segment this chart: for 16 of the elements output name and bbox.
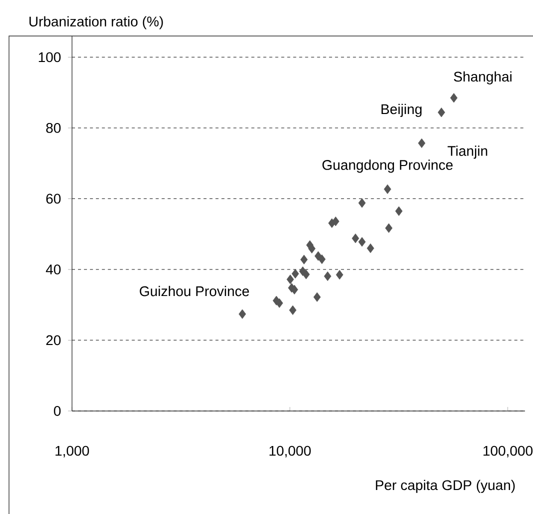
x-tick-label: 10,000	[270, 446, 311, 458]
x-axis-title: Per capita GDP (yuan)	[376, 480, 515, 493]
annotation: Guizhou Province	[140, 286, 249, 296]
y-tick-label: 0	[54, 406, 61, 416]
annotation: Shanghai	[454, 71, 512, 84]
x-tick-label: 1,000	[56, 446, 89, 458]
annotation: Beijing	[382, 104, 422, 117]
annotation: Guangdong Province	[322, 160, 453, 173]
y-tick-label: 80	[46, 123, 61, 133]
y-axis-title: Urbanization ratio (%)	[29, 16, 163, 30]
y-tick-label: 40	[46, 264, 61, 274]
y-tick-label: 100	[38, 52, 61, 62]
y-tick-label: 20	[46, 335, 61, 346]
y-tick-label: 60	[46, 194, 61, 204]
x-tick-label: 100,000	[484, 446, 533, 458]
annotation: Tianjin	[448, 146, 488, 159]
